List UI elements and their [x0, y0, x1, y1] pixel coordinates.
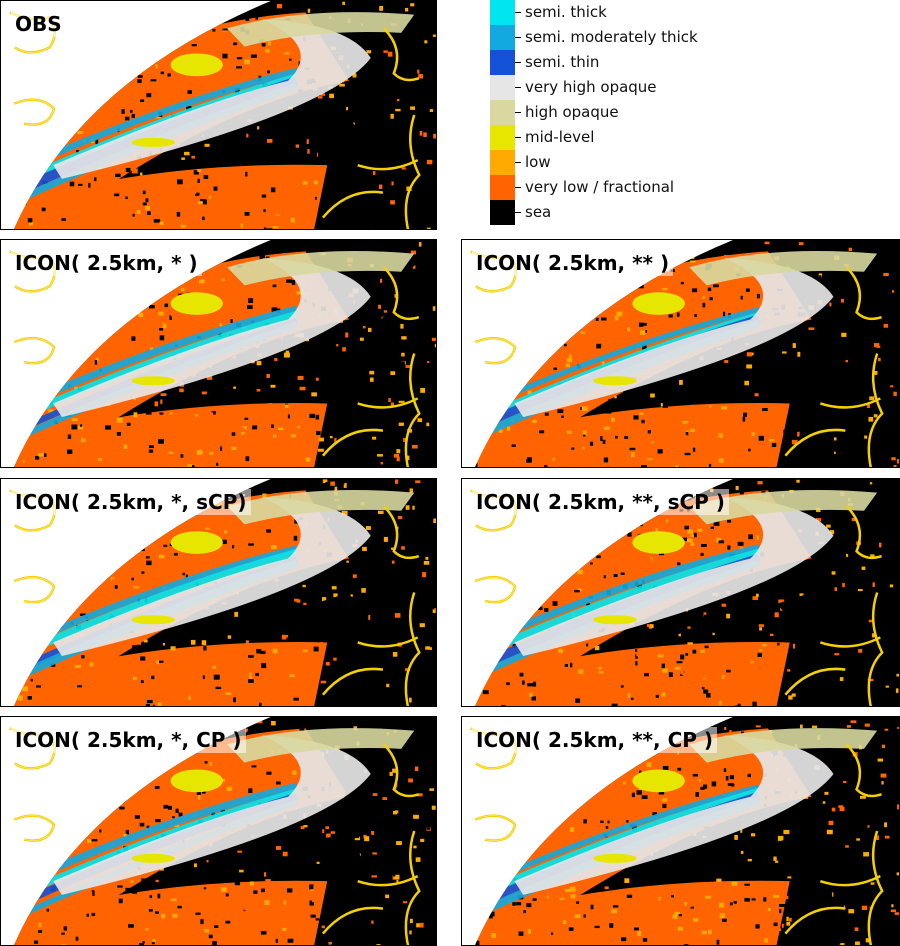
- panel-icon-2star: ICON( 2.5km, ** ): [461, 239, 900, 468]
- legend-item-mid-level: mid-level: [490, 125, 890, 150]
- legend-item-low: low: [490, 150, 890, 175]
- panel-obs: OBS: [0, 0, 437, 230]
- legend-item-high-opaque: high opaque: [490, 100, 890, 125]
- legend-label: very low / fractional: [525, 178, 675, 196]
- cloud-map-icon-2star: [470, 240, 899, 467]
- legend-swatch: [490, 175, 515, 200]
- cloud-map-icon-star-scp: [9, 479, 436, 706]
- legend-label: semi. thick: [525, 3, 607, 21]
- cloud-map-icon-2star-scp: [470, 479, 899, 706]
- legend-swatch: [490, 50, 515, 75]
- panel-icon-2star-cp: ICON( 2.5km, **, CP ): [461, 716, 900, 946]
- panel-icon-star-scp: ICON( 2.5km, *, sCP): [0, 478, 437, 707]
- legend-swatch: [490, 200, 515, 225]
- legend-item-semi-thick: semi. thick: [490, 0, 890, 25]
- panel-icon-star-cp: ICON( 2.5km, *, CP ): [0, 716, 437, 946]
- cloud-type-legend: semi. thick semi. moderately thick semi.…: [490, 0, 890, 232]
- panel-title-icon-star-cp: ICON( 2.5km, *, CP ): [11, 727, 246, 753]
- cloud-map-icon-star-cp: [9, 717, 436, 945]
- legend-swatch: [490, 125, 515, 150]
- legend-swatch: [490, 25, 515, 50]
- panel-title-icon-2star-cp: ICON( 2.5km, **, CP ): [472, 727, 718, 753]
- legend-item-very-low-fractional: very low / fractional: [490, 175, 890, 200]
- panel-title-icon-2star-scp: ICON( 2.5km, **, sCP ): [472, 489, 729, 515]
- legend-label: mid-level: [525, 128, 595, 146]
- panel-title-icon-star-scp: ICON( 2.5km, *, sCP): [11, 489, 251, 515]
- panel-icon-2star-scp: ICON( 2.5km, **, sCP ): [461, 478, 900, 707]
- panel-title-icon-2star: ICON( 2.5km, ** ): [472, 250, 674, 276]
- legend-swatch: [490, 100, 515, 125]
- cloud-map-obs: [9, 1, 436, 229]
- panel-icon-star: ICON( 2.5km, * ): [0, 239, 437, 468]
- legend-swatch: [490, 150, 515, 175]
- legend-label: semi. thin: [525, 53, 600, 71]
- legend-item-very-high-opaque: very high opaque: [490, 75, 890, 100]
- legend-label: high opaque: [525, 103, 619, 121]
- legend-item-sea: sea: [490, 200, 890, 225]
- legend-swatch: [490, 0, 515, 25]
- legend-item-semi-moderately-thick: semi. moderately thick: [490, 25, 890, 50]
- cloud-map-icon-2star-cp: [470, 717, 899, 945]
- cloud-map-icon-star: [9, 240, 436, 467]
- panel-title-obs: OBS: [11, 11, 66, 37]
- legend-item-semi-thin: semi. thin: [490, 50, 890, 75]
- legend-swatch: [490, 75, 515, 100]
- legend-label: sea: [525, 203, 552, 221]
- panel-title-icon-star: ICON( 2.5km, * ): [11, 250, 202, 276]
- legend-label: low: [525, 153, 551, 171]
- legend-label: very high opaque: [525, 78, 657, 96]
- legend-label: semi. moderately thick: [525, 28, 698, 46]
